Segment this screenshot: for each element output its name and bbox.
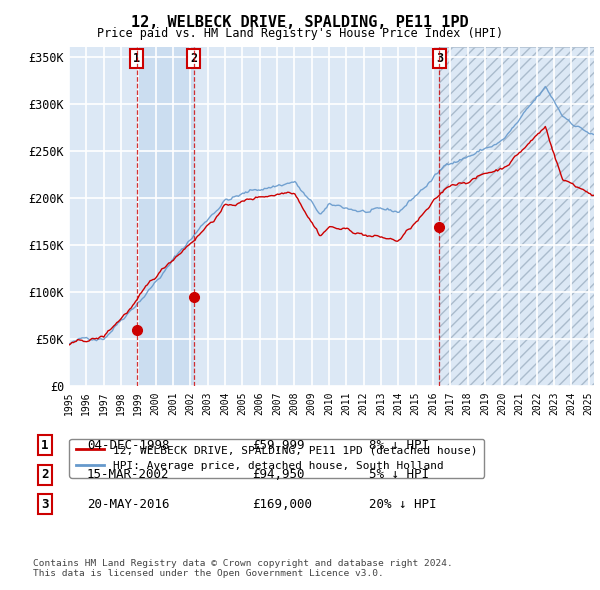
Text: 8% ↓ HPI: 8% ↓ HPI [369, 439, 429, 452]
Text: 5% ↓ HPI: 5% ↓ HPI [369, 468, 429, 481]
Bar [439, 47, 594, 386]
Text: 1: 1 [41, 439, 49, 452]
Text: 12, WELBECK DRIVE, SPALDING, PE11 1PD: 12, WELBECK DRIVE, SPALDING, PE11 1PD [131, 15, 469, 30]
Legend: 12, WELBECK DRIVE, SPALDING, PE11 1PD (detached house), HPI: Average price, deta: 12, WELBECK DRIVE, SPALDING, PE11 1PD (d… [70, 439, 484, 477]
Text: 20% ↓ HPI: 20% ↓ HPI [369, 498, 437, 511]
Text: 04-DEC-1998: 04-DEC-1998 [87, 439, 170, 452]
Text: 1: 1 [133, 52, 140, 65]
Text: 3: 3 [41, 498, 49, 511]
Text: 2: 2 [41, 468, 49, 481]
Text: £59,999: £59,999 [252, 439, 305, 452]
Text: 15-MAR-2002: 15-MAR-2002 [87, 468, 170, 481]
Text: 3: 3 [436, 52, 443, 65]
Text: Contains HM Land Registry data © Crown copyright and database right 2024.: Contains HM Land Registry data © Crown c… [33, 559, 453, 568]
Text: £169,000: £169,000 [252, 498, 312, 511]
Text: 2: 2 [190, 52, 197, 65]
Text: 20-MAY-2016: 20-MAY-2016 [87, 498, 170, 511]
Bar [137, 47, 194, 386]
Text: £94,950: £94,950 [252, 468, 305, 481]
Text: This data is licensed under the Open Government Licence v3.0.: This data is licensed under the Open Gov… [33, 569, 384, 578]
Text: Price paid vs. HM Land Registry's House Price Index (HPI): Price paid vs. HM Land Registry's House … [97, 27, 503, 40]
